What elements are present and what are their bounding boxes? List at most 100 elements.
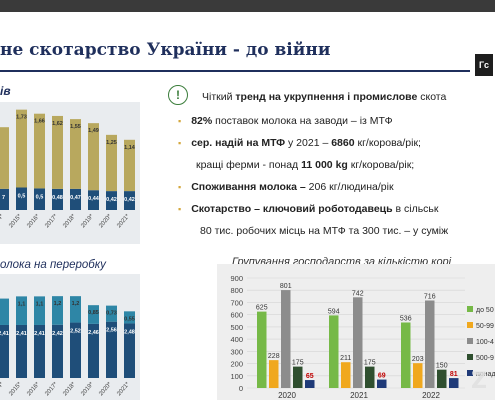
- data-label: 7: [2, 195, 5, 201]
- category-tick-label: 2015*: [8, 381, 23, 397]
- bar-segment-lower: [0, 324, 9, 378]
- y-tick-label: 700: [230, 298, 243, 307]
- bar: [341, 362, 351, 388]
- bar-segment-upper: [70, 296, 81, 323]
- bar: [401, 322, 411, 388]
- bar-segment-upper: [16, 109, 27, 188]
- data-label: 81: [450, 371, 458, 378]
- bar: [269, 360, 279, 388]
- data-label: 0,55: [124, 316, 135, 322]
- data-label: 0,85: [88, 310, 99, 316]
- bar-segment-lower: [16, 324, 27, 378]
- data-label: 2,41: [16, 331, 27, 337]
- bullet-subline: 80 тис. робочих місць на МТФ та 300 тис.…: [200, 225, 449, 237]
- data-label: 594: [328, 308, 340, 315]
- data-label: 2,56: [106, 328, 117, 334]
- bar-segment-upper: [52, 115, 63, 189]
- bar-segment-upper: [106, 134, 117, 192]
- bullet-subline: кращі ферми - понад 11 000 kg кг/корова/…: [196, 159, 415, 171]
- data-label: 1,14: [124, 145, 136, 151]
- chart3-panel: 0 100 200 300 400 500 600 700 800 900 625 228 801 175…: [217, 264, 495, 400]
- chart1-cows-bar-chart: 7 2014* 0,5 1,73 2015* 0,5 1,66 2016* 0,48 1,62 20…: [0, 109, 136, 229]
- category-tick-label: 2020*: [98, 213, 113, 229]
- legend-swatch: [467, 354, 473, 360]
- data-label: 228: [268, 353, 280, 360]
- data-label: 69: [378, 373, 386, 380]
- data-label: 65: [306, 373, 314, 380]
- data-label: 0,47: [70, 195, 81, 201]
- y-tick-label: 200: [230, 360, 243, 369]
- data-label: 0,48: [52, 195, 63, 201]
- data-label: 0,73: [106, 311, 117, 317]
- data-label: 1,73: [16, 115, 27, 121]
- data-label: 0,5: [36, 194, 44, 200]
- data-label: 2,52: [70, 329, 81, 335]
- data-label: 1,62: [52, 121, 63, 127]
- bar: [437, 369, 447, 388]
- data-label: 1,66: [34, 119, 45, 125]
- legend-swatch: [467, 322, 473, 328]
- bar: [257, 311, 267, 388]
- intro-line: Чіткий тренд на укрупнення і промислове …: [202, 91, 447, 103]
- category-tick-label: 2019*: [80, 381, 95, 397]
- bar-segment-upper: [34, 113, 45, 189]
- chart1-subtitle: ів: [0, 84, 11, 98]
- bar-segment-lower: [106, 321, 117, 378]
- data-label: 625: [256, 305, 268, 312]
- x-tick-label: 2022: [422, 391, 440, 400]
- bar-segment-upper: [106, 305, 117, 322]
- data-label: 2,48: [124, 329, 135, 335]
- data-label: 1,1: [36, 301, 44, 307]
- legend-swatch: [467, 338, 473, 344]
- participant-label: Гс: [475, 54, 493, 76]
- bar-segment-lower: [0, 188, 9, 210]
- bar: [305, 380, 315, 388]
- bar: [293, 366, 303, 388]
- chart1-panel: 7 2014* 0,5 1,73 2015* 0,5 1,66 2016* 0,48 1,62 20…: [0, 102, 140, 244]
- bar-segment-lower: [70, 188, 81, 210]
- bar-segment-lower: [88, 190, 99, 210]
- category-tick-label: 2016*: [26, 381, 41, 397]
- chart3-farm-grouping-bar-chart: 0 100 200 300 400 500 600 700 800 900 625 228 801 175…: [230, 274, 495, 400]
- bullet-item: ▪ Споживання молока – 206 кг/людина/рік: [178, 181, 394, 193]
- bar: [425, 300, 435, 388]
- chart2-subtitle: олока на переробку: [0, 259, 106, 271]
- legend-label: до 50: [476, 307, 494, 314]
- data-label: 2,41: [0, 331, 9, 337]
- data-label: 716: [424, 293, 436, 300]
- category-tick-label: 2016*: [26, 213, 41, 229]
- data-label: 0,42: [124, 197, 135, 203]
- category-tick-label: 2017*: [44, 213, 59, 229]
- category-tick-label: 2018*: [62, 213, 77, 229]
- chart2-milk-processing-bar-chart: 2,41 2014* 2,41 1,1 2015* 2,41 1,1 2016* 2,42 1,2…: [0, 296, 135, 397]
- data-label: 175: [292, 360, 304, 367]
- window-top-bar: [0, 0, 495, 12]
- bullet-square-icon: ▪: [178, 138, 182, 148]
- bullet-item: ▪ 82% поставок молока на заводи – із МТФ: [178, 115, 393, 127]
- bar: [281, 290, 291, 388]
- bar: [449, 378, 459, 388]
- category-tick-label: 2017*: [44, 381, 59, 397]
- category-tick-label: 2019*: [80, 213, 95, 229]
- data-label: 1,2: [54, 301, 62, 307]
- bar-segment-lower: [52, 188, 63, 210]
- data-label: 0,5: [18, 194, 26, 200]
- category-tick-label: 2021*: [116, 381, 131, 397]
- data-label: 150: [436, 363, 448, 370]
- category-tick-label: 2020*: [98, 381, 113, 397]
- bullet-item: ▪ сер. надій на МТФ у 2021 – 6860 кг/коро…: [178, 137, 421, 149]
- presentation-slide: не скотарство України - до війни ів 7 201…: [0, 12, 495, 400]
- data-label: 1,55: [70, 124, 81, 130]
- data-label: 1,49: [88, 128, 99, 134]
- data-label: 203: [412, 356, 424, 363]
- y-tick-label: 400: [230, 335, 243, 344]
- category-tick-label: 2021*: [116, 213, 131, 229]
- y-tick-label: 600: [230, 311, 243, 320]
- y-tick-label: 500: [230, 323, 243, 332]
- bar-segment-upper: [88, 123, 99, 191]
- bar: [365, 366, 375, 388]
- y-tick-label: 900: [230, 274, 243, 283]
- category-tick-label: 2014*: [0, 213, 5, 229]
- data-label: 536: [400, 315, 412, 322]
- data-label: 1,1: [18, 301, 26, 307]
